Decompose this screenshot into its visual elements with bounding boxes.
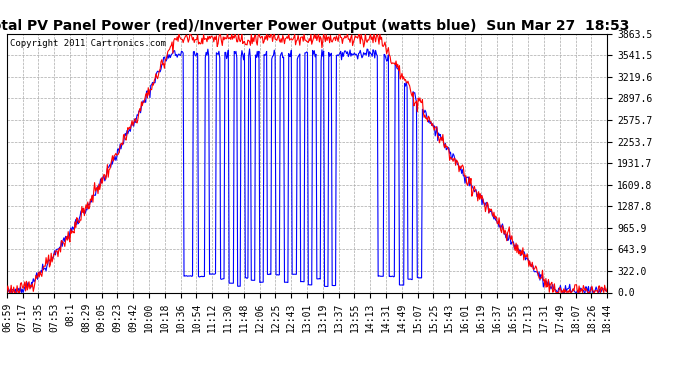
- Title: Total PV Panel Power (red)/Inverter Power Output (watts blue)  Sun Mar 27  18:53: Total PV Panel Power (red)/Inverter Powe…: [0, 19, 630, 33]
- Text: Copyright 2011 Cartronics.com: Copyright 2011 Cartronics.com: [10, 39, 166, 48]
